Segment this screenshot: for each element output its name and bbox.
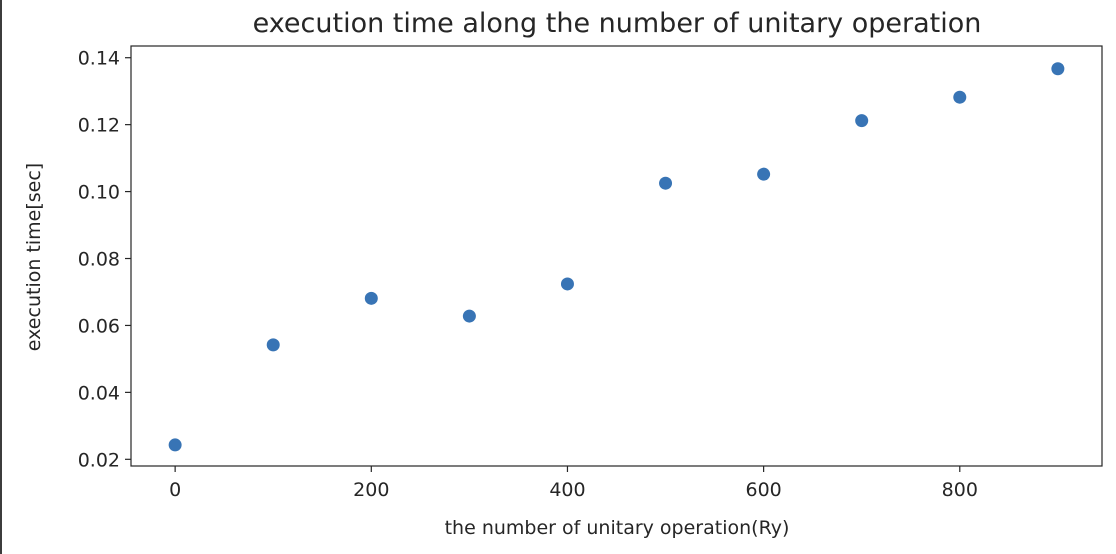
data-point xyxy=(1051,62,1065,76)
y-tick-label: 0.08 xyxy=(78,249,120,271)
data-point xyxy=(168,438,182,452)
y-tick-label: 0.12 xyxy=(78,115,120,137)
data-point xyxy=(364,291,378,305)
data-point xyxy=(855,114,869,128)
y-tick-label: 0.06 xyxy=(78,315,120,337)
y-tick-label: 0.04 xyxy=(78,382,120,404)
data-point xyxy=(953,90,967,104)
chart-title: execution time along the number of unita… xyxy=(253,8,982,39)
plot-area xyxy=(130,45,1103,467)
x-tick-label: 400 xyxy=(549,479,585,501)
y-tick-label: 0.14 xyxy=(78,48,120,70)
x-tick-label: 800 xyxy=(942,479,978,501)
data-points xyxy=(168,62,1065,452)
data-point xyxy=(266,338,280,352)
x-tick-label: 0 xyxy=(169,479,181,501)
data-point xyxy=(757,167,771,181)
data-point xyxy=(462,309,476,323)
data-point xyxy=(560,277,574,291)
data-point xyxy=(659,176,673,190)
y-tick-label: 0.10 xyxy=(78,182,120,204)
axis-ticks: 0 200 400 600 800 0.02 0.04 0.06 0.08 0.10 0.12 0.1… xyxy=(78,48,978,501)
x-tick-label: 200 xyxy=(353,479,389,501)
y-tick-label: 0.02 xyxy=(78,449,120,471)
x-axis-label: the number of unitary operation(Ry) xyxy=(445,517,790,539)
y-axis-label: execution time[sec] xyxy=(23,163,45,351)
x-tick-label: 600 xyxy=(745,479,781,501)
